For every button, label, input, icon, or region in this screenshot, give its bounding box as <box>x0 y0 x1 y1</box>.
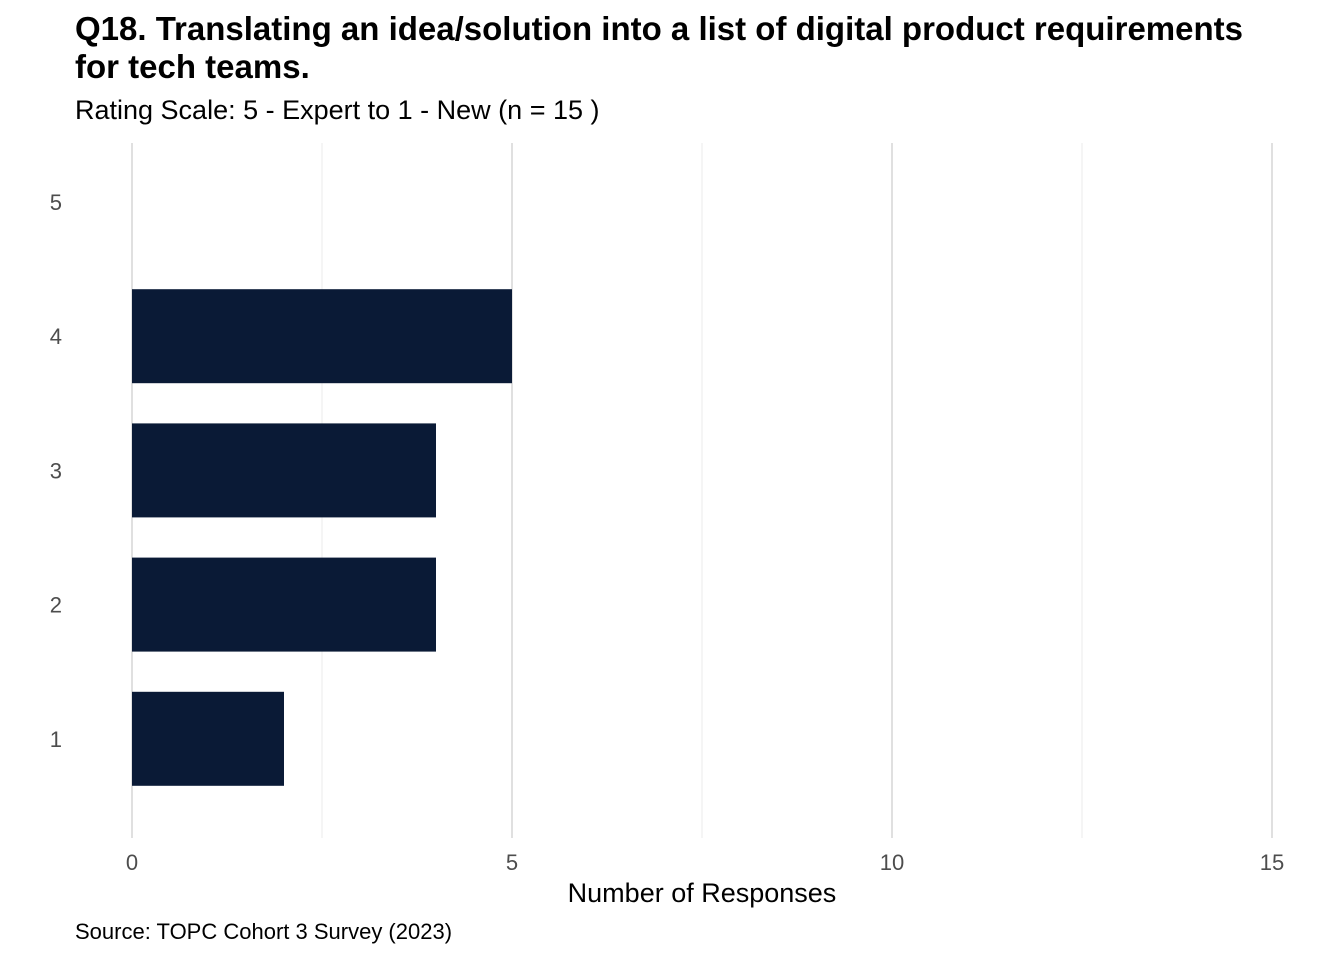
bar-rating-2 <box>132 557 436 652</box>
x-axis-title: Number of Responses <box>568 878 837 908</box>
x-tick-label: 0 <box>126 850 138 875</box>
x-tick-label: 15 <box>1260 850 1284 875</box>
y-tick-label: 2 <box>50 593 62 618</box>
y-tick-labels: 5 4 3 2 1 <box>50 190 62 752</box>
bar-rating-1 <box>132 691 284 786</box>
y-tick-label: 5 <box>50 190 62 215</box>
x-tick-label: 5 <box>506 850 518 875</box>
chart-subtitle: Rating Scale: 5 - Expert to 1 - New (n =… <box>75 95 600 125</box>
y-tick-label: 3 <box>50 458 62 483</box>
x-tick-label: 10 <box>880 850 904 875</box>
y-tick-label: 4 <box>50 324 62 349</box>
bars <box>132 289 512 786</box>
source-caption: Source: TOPC Cohort 3 Survey (2023) <box>75 919 453 944</box>
y-tick-label: 1 <box>50 727 62 752</box>
x-tick-labels: 0 5 10 15 <box>126 850 1284 875</box>
bar-rating-3 <box>132 423 436 518</box>
chart-title: Q18. Translating an idea/solution into a… <box>75 10 1243 85</box>
bar-rating-4 <box>132 289 512 384</box>
